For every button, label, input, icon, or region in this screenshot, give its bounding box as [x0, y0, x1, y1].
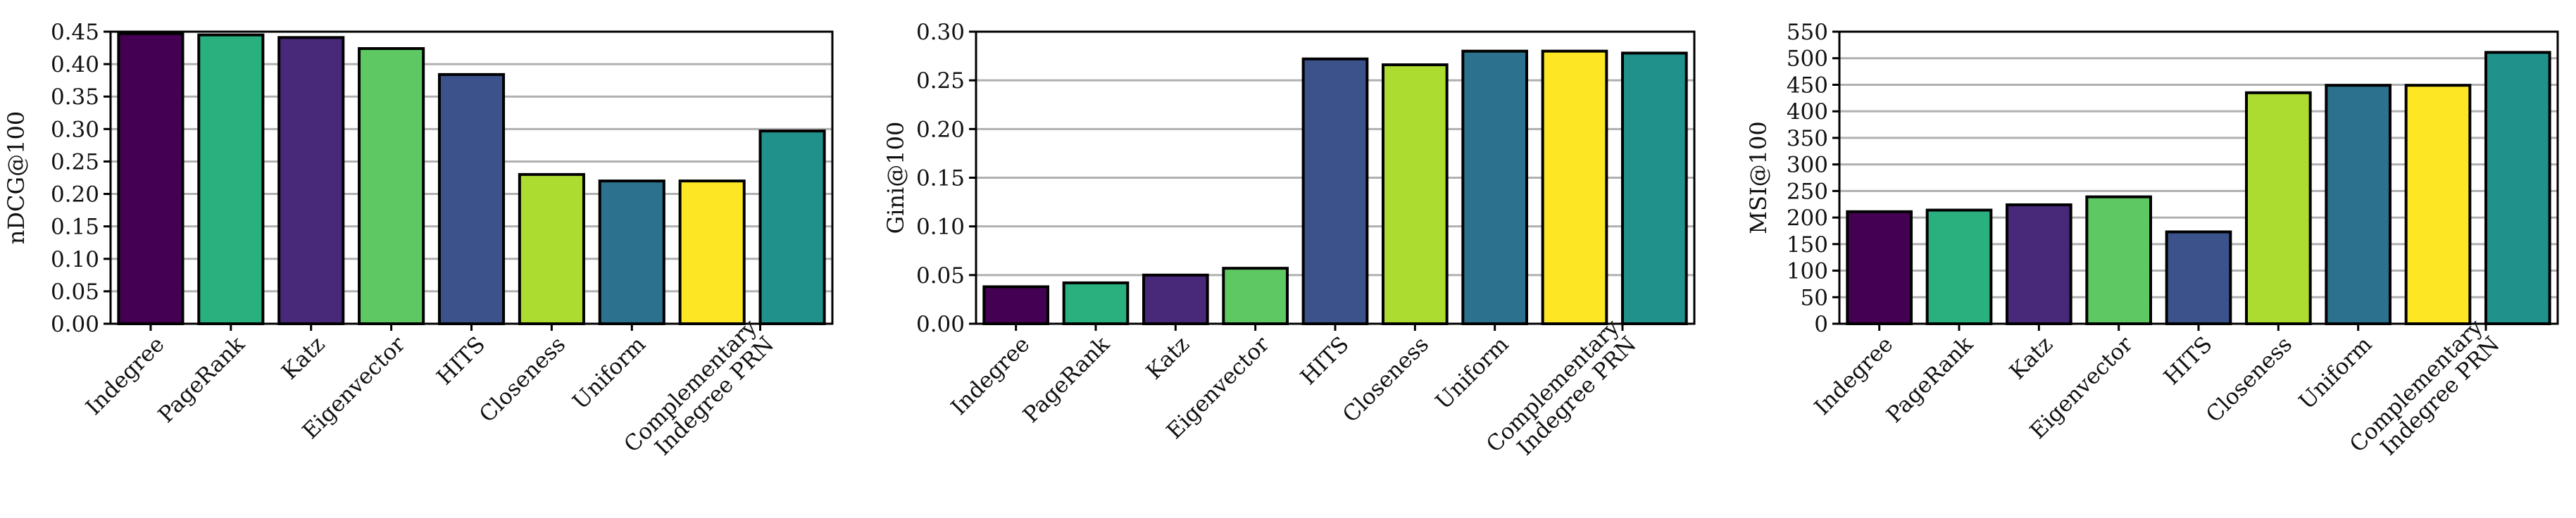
- y-tick-label: 0.20: [51, 182, 99, 208]
- bar-complementary: [1541, 49, 1608, 326]
- x-tick-label: HITS: [2159, 331, 2218, 390]
- bar-katz: [277, 36, 345, 326]
- y-tick-label: 0.40: [51, 52, 99, 77]
- bar-indegree: [982, 285, 1050, 325]
- y-tick-label: 50: [1801, 285, 1828, 310]
- y-tick-label: 200: [1787, 206, 1828, 231]
- y-tick-label: 150: [1787, 232, 1828, 258]
- bar-eigenvector: [358, 46, 425, 325]
- y-tick-label: 0.25: [916, 68, 965, 94]
- bar-closeness: [2245, 91, 2312, 325]
- y-tick-label: 0.00: [916, 312, 965, 337]
- y-tick-label: 0.15: [916, 166, 965, 191]
- y-tick-label: 400: [1787, 99, 1828, 125]
- bar-uniform: [1461, 49, 1528, 326]
- bar-hits: [1301, 57, 1369, 325]
- x-tick-label: Uniform: [568, 331, 651, 415]
- x-tick-label: Uniform: [2294, 331, 2377, 415]
- bar-uniform: [598, 179, 665, 325]
- chart-panel-msi: 050100150200250300350400450500550Indegre…: [1745, 20, 2559, 460]
- bar-hits: [2165, 230, 2232, 325]
- y-tick-label: 0.45: [51, 20, 99, 45]
- y-axis-label: nDCG@100: [3, 111, 30, 244]
- x-tick-label: Closeness: [475, 331, 570, 427]
- bar-eigenvector: [1222, 267, 1289, 325]
- bar-katz: [1142, 273, 1209, 326]
- y-axis-label: Gini@100: [882, 122, 909, 234]
- y-tick-label: 350: [1787, 126, 1828, 151]
- y-tick-label: 0.30: [51, 117, 99, 142]
- y-tick-label: 300: [1787, 153, 1828, 178]
- bar-indegree-prn: [1621, 51, 1688, 326]
- x-tick-label: Katz: [277, 331, 330, 384]
- x-tick-label: Closeness: [1338, 331, 1434, 427]
- x-tick-label: PageRank: [1882, 331, 1978, 428]
- y-tick-label: 0.05: [51, 279, 99, 305]
- bar-eigenvector: [2085, 195, 2152, 325]
- bar-hits: [437, 72, 506, 325]
- bar-pagerank: [1925, 208, 1993, 326]
- y-tick-label: 0.05: [916, 263, 965, 289]
- y-tick-label: 0.20: [916, 117, 965, 142]
- y-tick-label: 0: [1814, 312, 1828, 337]
- y-tick-label: 0.25: [51, 149, 99, 175]
- x-tick-label: Uniform: [1431, 331, 1514, 415]
- y-tick-label: 0.15: [51, 215, 99, 240]
- bar-closeness: [1382, 63, 1449, 326]
- x-tick-label: PageRank: [154, 331, 250, 428]
- chart-panel-ndcg: 0.00 0.05 0.10 0.15 0.20 0.25 0.30 0.35 0.40 0.45…: [3, 20, 834, 460]
- bar-pagerank: [1062, 281, 1130, 325]
- bar-katz: [2006, 203, 2072, 325]
- y-tick-label: 100: [1787, 259, 1828, 284]
- bar-pagerank: [197, 33, 265, 325]
- bar-complementary: [678, 179, 746, 325]
- bar-complementary: [2404, 84, 2472, 326]
- y-tick-label: 0.30: [916, 20, 965, 45]
- x-tick-label: PageRank: [1018, 331, 1115, 428]
- x-tick-label: HITS: [1296, 331, 1354, 390]
- y-tick-label: 550: [1787, 20, 1828, 45]
- y-tick-label: 0.10: [51, 247, 99, 272]
- bar-indegree: [1846, 210, 1913, 326]
- bar-uniform: [2325, 84, 2391, 326]
- y-tick-label: 0.00: [51, 312, 99, 337]
- y-tick-label: 0.10: [916, 215, 965, 240]
- bar-indegree-prn: [2484, 51, 2551, 325]
- y-tick-label: 500: [1787, 46, 1828, 72]
- x-tick-label: Closeness: [2201, 331, 2297, 427]
- x-tick-label: Katz: [2005, 331, 2058, 384]
- y-tick-label: 0.35: [51, 84, 99, 110]
- chart-panel-gini: 0.000.050.100.150.200.250.30IndegreePage…: [882, 20, 1696, 460]
- y-tick-label: 450: [1787, 72, 1828, 98]
- bar-closeness: [518, 172, 585, 325]
- y-tick-label: 250: [1787, 179, 1828, 204]
- bar-indegree: [117, 32, 185, 326]
- x-tick-label: Katz: [1142, 331, 1194, 384]
- y-axis-label: MSI@100: [1745, 121, 1772, 234]
- x-tick-label: HITS: [432, 331, 490, 390]
- bar-indegree-prn: [758, 130, 826, 325]
